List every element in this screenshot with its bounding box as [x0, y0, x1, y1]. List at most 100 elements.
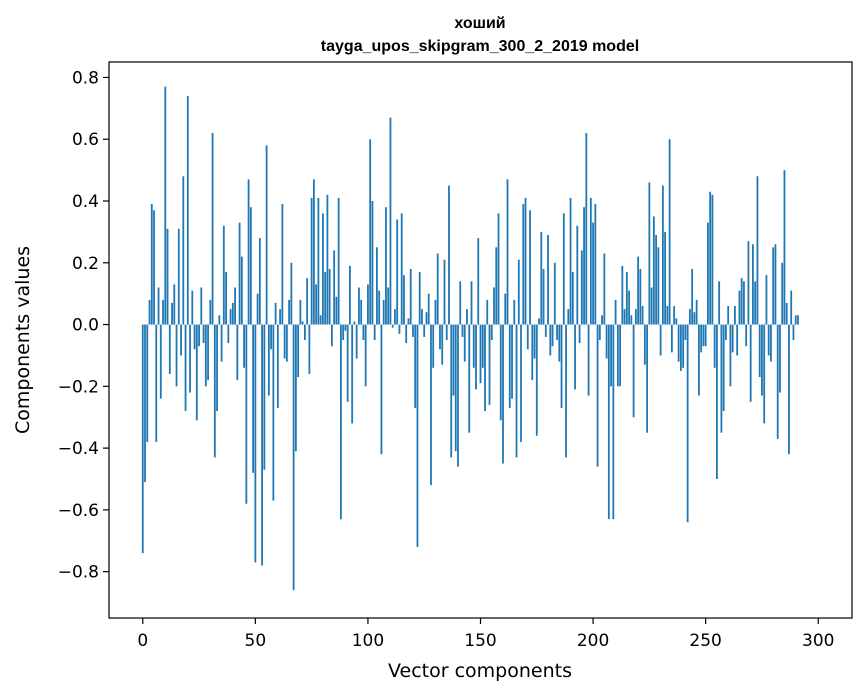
bar: [367, 284, 369, 325]
bar: [416, 324, 419, 547]
bar: [749, 324, 752, 402]
bar: [592, 222, 594, 325]
bar: [267, 324, 270, 396]
bar: [358, 287, 360, 325]
bar: [565, 324, 567, 458]
bar: [292, 324, 295, 591]
bar: [686, 324, 689, 523]
bar: [481, 324, 484, 368]
bar: [398, 324, 401, 334]
bar: [353, 321, 356, 325]
bar: [790, 290, 793, 325]
bar: [261, 324, 263, 566]
bar: [324, 272, 327, 325]
bar: [281, 204, 284, 325]
bar: [547, 234, 549, 325]
bar: [587, 324, 590, 396]
bar: [709, 191, 712, 325]
x-tick-label: 50: [245, 631, 267, 651]
bar: [409, 268, 412, 325]
bar: [583, 207, 585, 325]
bar: [544, 324, 547, 337]
bar: [508, 324, 511, 408]
bar: [743, 281, 745, 325]
bar: [731, 324, 734, 353]
bar: [452, 324, 455, 396]
bar: [562, 213, 565, 325]
bar: [312, 179, 315, 325]
bar: [475, 324, 477, 390]
bar: [576, 225, 579, 325]
bar: [457, 324, 459, 467]
bar: [191, 290, 194, 325]
bar: [209, 299, 212, 325]
bar: [371, 201, 374, 325]
bar: [675, 318, 678, 325]
bar: [702, 324, 705, 347]
bar: [279, 309, 282, 325]
bar: [146, 324, 149, 442]
bar: [290, 262, 293, 325]
bar: [360, 299, 363, 325]
bar: [380, 324, 383, 455]
bar: [263, 324, 266, 470]
bar: [432, 324, 435, 368]
bar: [529, 210, 531, 325]
bar: [484, 324, 486, 412]
bar: [797, 315, 799, 325]
bar: [331, 324, 333, 347]
bar: [621, 265, 624, 325]
bar: [734, 306, 736, 325]
bar: [450, 324, 453, 458]
bar: [472, 324, 475, 368]
bar: [394, 309, 396, 325]
bar: [752, 244, 754, 325]
bar: [718, 281, 721, 325]
bar: [173, 284, 176, 325]
bar: [445, 324, 448, 340]
bar: [738, 290, 741, 325]
bar: [177, 228, 180, 325]
bar: [461, 324, 464, 337]
bar: [159, 324, 162, 399]
bar: [520, 324, 522, 442]
x-tick-label: 200: [577, 631, 609, 651]
bar: [569, 197, 572, 325]
bar: [164, 86, 167, 325]
bar: [612, 324, 615, 520]
bar: [655, 234, 658, 325]
bar: [144, 324, 146, 483]
bar: [245, 324, 248, 504]
bars: [141, 86, 799, 591]
y-tick-label: 0.0: [72, 316, 99, 336]
bar: [254, 324, 257, 563]
bar: [385, 207, 387, 325]
bar: [574, 324, 576, 390]
bar: [704, 324, 707, 347]
bar: [288, 299, 291, 325]
bar: [761, 324, 763, 396]
bar: [664, 231, 667, 325]
bar: [454, 324, 457, 452]
bar: [659, 324, 662, 356]
bar: [306, 278, 309, 325]
bar: [551, 324, 554, 347]
bar: [405, 324, 408, 344]
bar: [668, 139, 671, 325]
bar: [682, 324, 685, 368]
bar: [141, 324, 144, 554]
bar: [459, 281, 462, 325]
bar: [745, 324, 748, 347]
bar: [193, 324, 196, 350]
bar: [468, 324, 471, 433]
bar: [470, 281, 473, 325]
bar: [430, 324, 432, 486]
y-axis-ticks: 0.8 0.6 0.4 0.2 0.0 −0.2 −0.4 −0.6 −0.8: [58, 68, 109, 583]
bar: [756, 176, 759, 325]
bar: [243, 324, 245, 368]
bar: [301, 321, 304, 325]
bar: [639, 268, 642, 325]
bar: [486, 299, 489, 325]
bar: [628, 290, 630, 325]
bar: [722, 324, 725, 412]
